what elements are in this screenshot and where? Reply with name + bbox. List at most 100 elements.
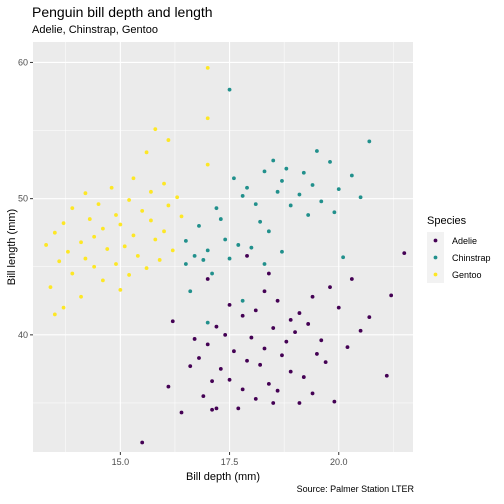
data-point bbox=[236, 243, 241, 247]
data-point bbox=[52, 312, 57, 317]
x-axis-title: Bill depth (mm) bbox=[186, 471, 260, 483]
data-point bbox=[249, 335, 254, 340]
data-point bbox=[192, 253, 197, 258]
data-point bbox=[83, 256, 88, 261]
data-point bbox=[240, 298, 245, 303]
data-point bbox=[52, 230, 57, 235]
data-point bbox=[131, 176, 136, 181]
data-point bbox=[205, 162, 210, 167]
data-point bbox=[328, 159, 332, 164]
data-point bbox=[118, 288, 123, 292]
data-point bbox=[358, 195, 363, 200]
data-point bbox=[280, 353, 284, 358]
data-point bbox=[249, 245, 254, 250]
data-point bbox=[166, 138, 171, 142]
data-point bbox=[205, 320, 210, 325]
data-point bbox=[127, 198, 131, 202]
data-point bbox=[288, 369, 293, 374]
data-point bbox=[227, 302, 232, 307]
data-point bbox=[170, 319, 175, 324]
data-point bbox=[170, 248, 175, 253]
legend-label-gentoo: Gentoo bbox=[452, 270, 482, 280]
data-point bbox=[240, 387, 245, 392]
data-point bbox=[96, 202, 101, 206]
x-tick-label: 17.5 bbox=[221, 457, 239, 467]
data-point bbox=[310, 183, 315, 187]
data-point bbox=[306, 322, 311, 326]
data-point bbox=[201, 258, 206, 262]
data-point bbox=[262, 262, 267, 266]
data-point bbox=[297, 311, 302, 315]
data-point bbox=[319, 199, 324, 204]
data-points bbox=[44, 65, 407, 445]
data-point bbox=[157, 258, 162, 262]
data-point bbox=[284, 339, 289, 344]
data-point bbox=[288, 317, 293, 322]
data-point bbox=[253, 308, 258, 313]
data-point bbox=[218, 367, 223, 371]
x-tick-label: 15.0 bbox=[112, 457, 130, 467]
data-point bbox=[297, 192, 302, 197]
data-point bbox=[210, 407, 214, 412]
data-point bbox=[258, 219, 263, 224]
data-point bbox=[319, 338, 324, 343]
data-point bbox=[315, 149, 319, 153]
data-point bbox=[87, 217, 92, 221]
data-point bbox=[149, 189, 153, 194]
data-point bbox=[367, 139, 372, 144]
data-point bbox=[83, 191, 88, 196]
legend-label-adelie: Adelie bbox=[452, 236, 477, 246]
data-point bbox=[275, 388, 280, 393]
data-point bbox=[402, 251, 407, 256]
data-point bbox=[266, 229, 271, 234]
data-point bbox=[310, 391, 315, 396]
y-tick-label: 40 bbox=[18, 330, 28, 340]
data-point bbox=[205, 65, 210, 70]
data-point bbox=[149, 218, 153, 223]
data-point bbox=[61, 305, 66, 310]
data-point bbox=[328, 285, 332, 290]
data-point bbox=[100, 278, 105, 283]
data-point bbox=[293, 330, 297, 335]
y-axis-title: Bill length (mm) bbox=[6, 209, 18, 285]
data-point bbox=[262, 169, 267, 174]
data-point bbox=[57, 259, 62, 264]
data-point bbox=[240, 313, 245, 318]
data-point bbox=[271, 158, 276, 163]
data-point bbox=[162, 229, 166, 234]
data-point bbox=[166, 203, 171, 208]
data-point bbox=[70, 271, 75, 276]
data-point bbox=[61, 221, 66, 226]
data-point bbox=[153, 237, 158, 242]
data-point bbox=[306, 213, 311, 217]
data-point bbox=[214, 324, 219, 329]
data-point bbox=[266, 271, 271, 276]
data-point bbox=[284, 166, 289, 171]
data-point bbox=[236, 406, 241, 411]
data-point bbox=[288, 203, 293, 208]
data-point bbox=[140, 440, 145, 445]
data-point bbox=[266, 381, 271, 386]
data-point bbox=[210, 271, 214, 276]
data-point bbox=[245, 253, 249, 258]
major-gridlines bbox=[33, 42, 413, 452]
chart-subtitle: Adelie, Chinstrap, Gentoo bbox=[32, 24, 158, 36]
data-point bbox=[332, 210, 337, 215]
data-point bbox=[310, 294, 315, 299]
chart-caption: Source: Palmer Station LTER bbox=[296, 484, 414, 494]
data-point bbox=[66, 249, 70, 254]
data-point bbox=[253, 396, 258, 401]
data-point bbox=[127, 273, 131, 277]
data-point bbox=[280, 179, 284, 183]
legend-title: Species bbox=[427, 215, 467, 227]
data-point bbox=[232, 176, 236, 181]
data-point bbox=[166, 384, 171, 389]
data-point bbox=[341, 255, 346, 260]
data-point bbox=[197, 356, 201, 360]
data-point bbox=[336, 187, 341, 192]
data-point bbox=[179, 214, 184, 219]
data-point bbox=[205, 248, 210, 253]
data-point bbox=[271, 326, 276, 330]
minor-gridlines bbox=[33, 42, 413, 452]
data-point bbox=[262, 289, 267, 294]
